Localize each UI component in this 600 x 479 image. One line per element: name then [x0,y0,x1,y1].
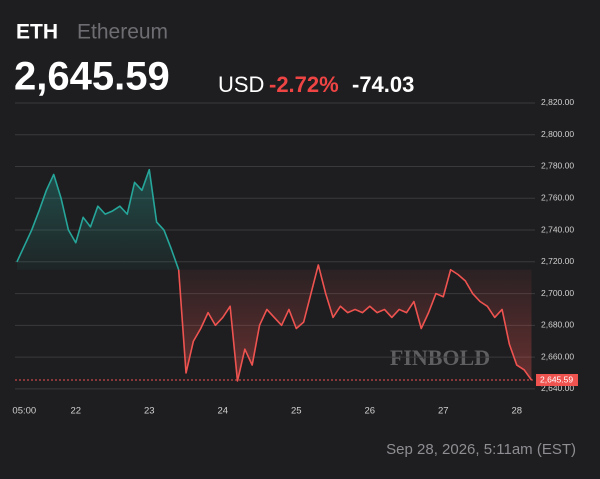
area [16,169,179,270]
x-tick-label: 05:00 [12,406,36,417]
last-price-tag [536,374,578,387]
y-tick-label: 2,800.00 [541,129,574,139]
x-tick-label: 26 [364,406,375,417]
price-line [16,168,180,271]
x-tick-label: 27 [438,406,449,417]
x-tick-label: 23 [144,406,155,417]
timestamp: Sep 28, 2026, 5:11am (EST) [386,441,576,458]
asset-name: Ethereum [77,21,168,44]
y-tick-label: 2,820.00 [541,97,574,107]
price-line [177,264,533,382]
y-tick-label: 2,780.00 [541,161,574,171]
last-price-label: 2,645.59 [540,374,573,384]
y-tick-label: 2,760.00 [541,193,574,203]
y-tick-label: 2,720.00 [541,256,574,266]
y-tick-label: 2,740.00 [541,224,574,234]
change-percent: -2.72% [269,72,339,97]
currency: USD [218,72,264,97]
price: 2,645.59 [14,55,170,99]
x-tick-label: 28 [511,406,522,417]
y-tick-label: 2,640.00 [541,383,574,393]
x-tick-label: 25 [291,406,302,417]
y-tick-label: 2,700.00 [541,288,574,298]
y-tick-label: 2,660.00 [541,351,574,361]
x-tick-label: 22 [70,406,81,417]
x-tick-label: 24 [217,406,228,417]
ticker: ETH [16,21,58,44]
change: -74.03 [352,72,414,97]
y-tick-label: 2,680.00 [541,320,574,330]
